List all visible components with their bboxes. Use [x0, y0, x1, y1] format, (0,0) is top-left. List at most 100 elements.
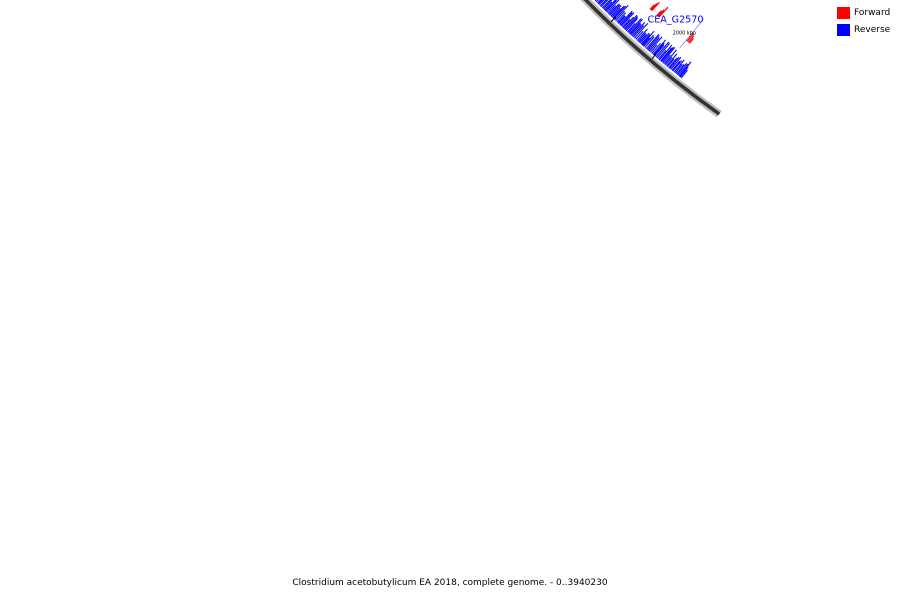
reverse-feature [615, 10, 626, 22]
reverse-feature [606, 0, 620, 13]
reverse-feature [661, 47, 676, 63]
reverse-feature [614, 5, 629, 21]
reverse-feature [672, 60, 683, 72]
reverse-feature [607, 5, 617, 14]
reverse-feature [671, 60, 681, 71]
forward-feature [650, 3, 658, 11]
reverse-feature [609, 4, 621, 16]
reverse-feature [620, 12, 635, 27]
reverse-feature [622, 16, 635, 29]
reverse-feature [632, 25, 645, 38]
reverse-feature [648, 36, 663, 52]
reverse-feature [680, 69, 688, 79]
reverse-feature [605, 0, 618, 12]
reverse-feature [603, 1, 613, 11]
gene-leader [679, 19, 704, 49]
reverse-feature [662, 54, 671, 64]
reverse-feature [630, 23, 642, 36]
reverse-feature [625, 17, 639, 32]
reverse-feature [678, 61, 692, 77]
reverse-feature [608, 3, 620, 15]
reverse-feature [638, 33, 647, 43]
legend-reverse: Reverse [837, 21, 897, 38]
reverse-feature [643, 34, 654, 47]
forward-swatch [837, 6, 850, 19]
reverse-feature [611, 7, 621, 18]
reverse-feature [640, 33, 651, 45]
legend-forward: Forward [837, 4, 897, 21]
reverse-feature [617, 15, 626, 24]
reverse-feature [622, 18, 631, 28]
reverse-feature [599, 0, 607, 7]
reverse-feature [668, 57, 678, 69]
reverse-feature [627, 18, 642, 34]
reverse-feature [597, 0, 603, 5]
reverse-feature [645, 33, 660, 50]
legend-forward-label: Forward [854, 7, 891, 18]
reverse-feature [628, 18, 644, 35]
reverse-feature [664, 49, 678, 65]
reverse-feature [655, 41, 670, 58]
reverse-feature [610, 5, 622, 17]
reverse-feature [650, 44, 658, 53]
ruler-tick [651, 53, 657, 60]
reverse-feature [658, 44, 673, 61]
ruler-tick [610, 16, 617, 23]
reverse-feature [641, 30, 655, 46]
legend: Forward Reverse [837, 4, 897, 44]
reverse-feature [633, 23, 649, 39]
reverse-feature [667, 58, 675, 68]
reverse-feature [656, 42, 671, 59]
forward-feature [687, 35, 695, 43]
reverse-feature [623, 14, 638, 30]
forward-feature [651, 1, 660, 12]
gene-label: CEA_G2570 [648, 14, 704, 25]
reverse-feature [612, 5, 625, 19]
reverse-feature [602, 0, 613, 10]
map-caption: Clostridium acetobutylicum EA 2018, comp… [292, 578, 608, 588]
reverse-feature [651, 42, 662, 54]
reverse-feature [674, 63, 683, 74]
forward-feature [658, 6, 669, 18]
reverse-feature [637, 32, 647, 42]
reverse-feature [665, 56, 673, 66]
reverse-feature [601, 0, 611, 9]
reverse-feature [652, 39, 667, 55]
reverse-feature [657, 49, 667, 60]
reverse-feature [597, 0, 602, 4]
reverse-feature [669, 56, 680, 69]
reverse-feature [636, 28, 648, 41]
reverse-feature [627, 23, 636, 33]
reverse-feature [618, 15, 626, 24]
forward-feature [656, 10, 662, 16]
reverse-feature [600, 0, 609, 8]
reverse-swatch [837, 23, 850, 36]
reverse-feature [629, 22, 641, 35]
legend-reverse-label: Reverse [854, 24, 891, 35]
reverse-feature [660, 46, 674, 63]
reverse-feature [660, 47, 673, 62]
reverse-feature [666, 53, 678, 67]
reverse-feature [644, 36, 655, 48]
reverse-feature [679, 66, 689, 78]
reverse-feature [646, 35, 660, 50]
reverse-feature [624, 16, 639, 31]
backbone-ring-core [583, 0, 721, 116]
reverse-feature [642, 37, 651, 46]
reverse-feature [631, 22, 646, 37]
ruler-tick-label: 2000 kbp [673, 31, 697, 37]
reverse-feature [604, 0, 617, 11]
reverse-feature [616, 12, 627, 23]
reverse-feature [619, 12, 633, 26]
reverse-feature [670, 56, 682, 70]
reverse-feature [635, 30, 644, 40]
reverse-feature [676, 62, 687, 76]
forward-feature [649, 4, 655, 10]
forward-feature [657, 9, 665, 17]
reverse-feature [619, 10, 633, 25]
forward-feature [686, 33, 694, 42]
forward-feature [688, 37, 695, 44]
reverse-feature [647, 37, 660, 51]
reverse-feature [653, 42, 665, 56]
